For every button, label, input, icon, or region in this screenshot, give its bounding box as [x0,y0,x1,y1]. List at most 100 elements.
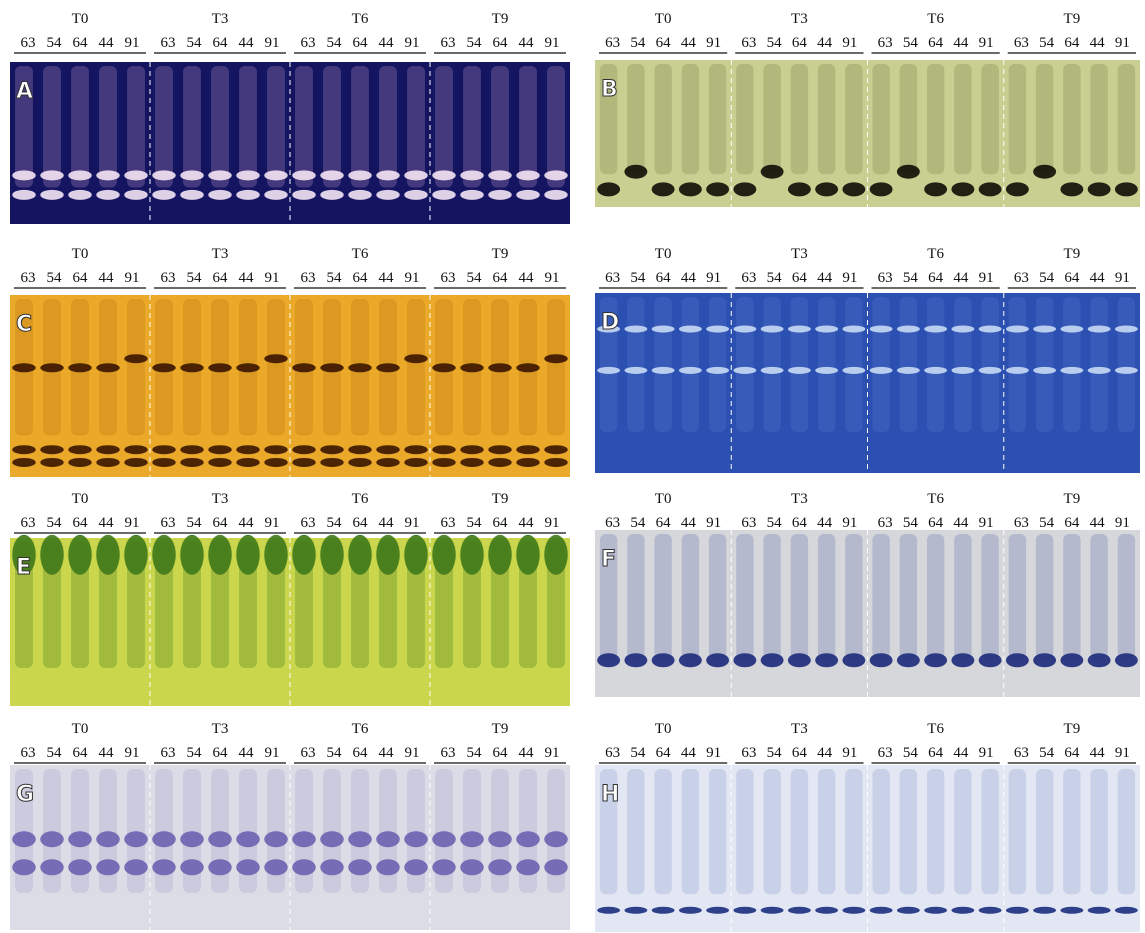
band [706,325,730,333]
band [124,445,148,455]
lane-smear [127,542,145,668]
band [292,457,316,467]
band [516,363,540,373]
band [460,189,484,200]
band [376,457,400,467]
band [96,831,120,848]
band [376,831,400,848]
lane-label: 63 [605,745,620,761]
lane-label: 44 [519,270,535,286]
lane-label: 63 [21,515,36,531]
lane-label: 44 [99,515,115,531]
lane-label: 91 [125,270,140,286]
lane-label: 54 [903,35,919,51]
lane-smear [954,534,972,660]
lane-label: 64 [928,270,944,286]
panel-letter: G [16,782,34,807]
lane-smear [491,66,509,188]
group-label: T6 [927,491,944,507]
band [924,325,948,333]
band [460,363,484,373]
band [516,170,540,181]
lane-label: 54 [630,35,646,51]
lane-label: 91 [545,35,560,51]
band [68,831,92,848]
lane-smear [872,64,890,175]
panel: T0 63 54 64 44 91 T3 63 54 64 44 91 T6 63 54 64 44 91 T9 63… [595,11,1140,207]
lane-label: 54 [467,745,483,761]
band [12,831,36,848]
band [152,170,176,181]
band [152,189,176,200]
group-label: T0 [72,246,89,262]
band [96,859,120,876]
band [40,363,64,373]
group-label: T6 [352,721,369,737]
band [597,653,621,668]
lane-smear [1008,769,1027,895]
lane-label: 54 [767,745,783,761]
lane-label: 44 [681,515,697,531]
band [68,363,92,373]
band [488,363,512,373]
band [432,534,456,575]
lane-smear [267,66,285,188]
lane-smear [183,66,201,188]
band [651,906,675,914]
band [96,363,120,373]
lane-smear [99,66,117,188]
lane-label: 63 [301,745,316,761]
lane-smear [1117,297,1136,432]
lane-label: 44 [817,270,833,286]
lane-label: 63 [1014,35,1029,51]
group-label: T3 [212,721,229,737]
lane-label: 91 [545,270,560,286]
lane-label: 63 [741,515,756,531]
band [264,354,288,364]
band [842,653,866,668]
lane-label: 64 [656,270,672,286]
lane-smear [681,297,700,432]
band [516,189,540,200]
band [1033,366,1057,374]
band [516,859,540,876]
lane-smear [845,297,863,432]
band [869,653,893,668]
band [348,457,372,467]
panel-letter: D [601,310,619,335]
band [516,445,540,455]
lane-smear [708,64,727,175]
lane-smear [817,64,836,175]
lane-label: 54 [467,270,483,286]
lane-smear [379,542,397,668]
lane-smear [1035,64,1054,175]
band [152,534,176,575]
lane-label: 64 [493,270,509,286]
band [320,363,344,373]
lane-label: 54 [767,35,783,51]
band [376,189,400,200]
band [320,859,344,876]
lane-smear [654,64,672,175]
band [951,653,975,668]
lane-label: 91 [265,270,280,286]
band [12,445,36,455]
lane-label: 63 [301,515,316,531]
band [124,859,148,876]
band [348,445,372,455]
band [236,859,260,876]
lane-smear [736,297,754,432]
lane-smear [99,542,117,668]
band [68,170,92,181]
lane-smear [708,769,727,895]
group-label: T0 [655,721,672,737]
lane-label: 63 [605,35,620,51]
lane-label: 91 [1115,35,1130,51]
lane-label: 91 [706,270,721,286]
band [264,189,288,200]
lane-label: 91 [842,35,857,51]
lane-label: 44 [1090,745,1106,761]
band [678,653,702,668]
panel: T0 63 54 64 44 91 T3 63 54 64 44 91 T6 63 54 64 44 91 T9 63… [10,11,570,224]
band [787,325,811,333]
